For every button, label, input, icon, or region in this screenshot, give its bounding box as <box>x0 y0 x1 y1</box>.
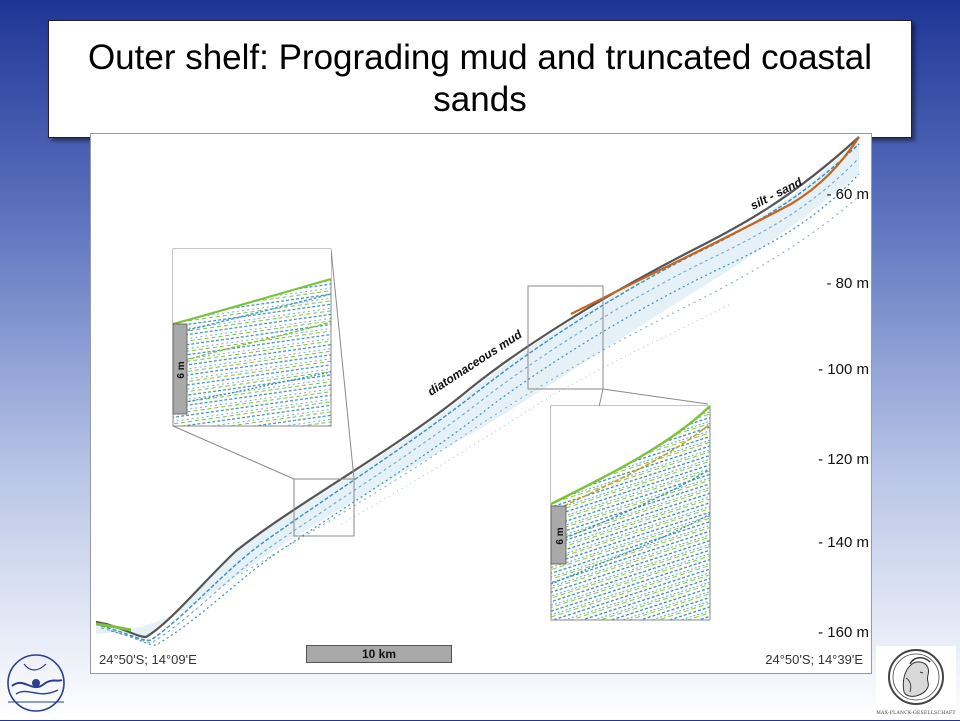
seismic-profile-figure: 6 m 6 m silt - sand diatomaceous mud - 6… <box>90 133 872 674</box>
depth-label-60: - 60 m <box>826 186 869 203</box>
seismic-profile-graphic: 6 m 6 m silt - sand diatomaceous mud <box>95 136 860 646</box>
inset-scale-label-right: 6 m <box>555 527 566 544</box>
seafloor-surface <box>95 136 860 639</box>
inset-right <box>550 404 711 621</box>
inset-scale-bar-left <box>172 323 188 415</box>
inset-source-box-right <box>527 285 604 390</box>
depth-label-160: - 160 m <box>818 624 869 641</box>
inset-source-box-left <box>293 478 355 537</box>
depth-label-80: - 80 m <box>826 275 869 292</box>
distance-scale-bar: 10 km <box>306 645 452 663</box>
depth-label-120: - 120 m <box>818 451 869 468</box>
max-planck-caption: MAX-PLANCK-GESELLSCHAFT <box>876 711 956 716</box>
inset-left <box>172 248 332 427</box>
coordinate-right: 24°50'S; 14°39'E <box>765 652 863 667</box>
minerva-icon <box>888 649 944 705</box>
distance-scale-label: 10 km <box>361 647 397 661</box>
inset-scale-bar-right <box>550 505 567 565</box>
institute-logo-left <box>4 650 68 716</box>
depth-label-100: - 100 m <box>818 361 869 378</box>
max-planck-logo: MAX-PLANCK-GESELLSCHAFT <box>876 646 956 718</box>
depth-label-140: - 140 m <box>818 534 869 551</box>
inset-scale-label-left: 6 m <box>176 361 187 378</box>
slide-title: Outer shelf: Prograding mud and truncate… <box>87 38 873 119</box>
coordinate-left: 24°50'S; 14°09'E <box>99 652 197 667</box>
slide-title-box: Outer shelf: Prograding mud and truncate… <box>48 20 912 138</box>
circular-institute-logo-icon <box>7 654 65 712</box>
